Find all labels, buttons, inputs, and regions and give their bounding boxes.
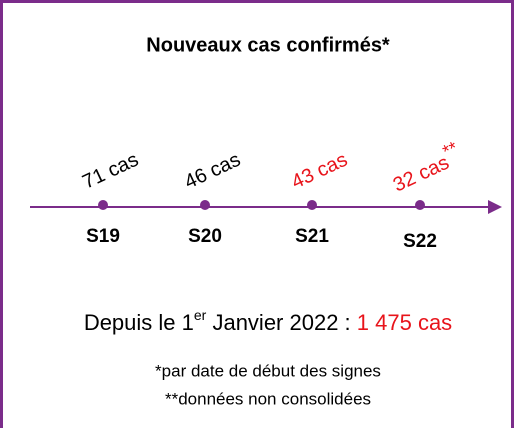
footnote: **données non consolidées (165, 389, 371, 408)
total-value: 1 475 cas (357, 310, 452, 335)
cases-value: 43 cas (288, 149, 351, 194)
total: Depuis le 1er Janvier 2022 : 1 475 cas (84, 307, 452, 335)
title: Nouveaux cas confirmés* (146, 34, 390, 56)
weeks: S19 71 cas S20 46 cas S21 43 cas S22 32 cas** (79, 137, 465, 252)
total-prefix: Depuis le 1 (84, 310, 194, 335)
week-label: S20 (188, 226, 222, 247)
total-sup: er (194, 307, 207, 323)
cases-value: 71 cas (79, 149, 142, 194)
week-cases: 43 cas (288, 149, 351, 194)
week-dot (307, 200, 317, 210)
week-dot (98, 200, 108, 210)
week-label: S21 (295, 226, 329, 247)
week-dot (415, 200, 425, 210)
footnote: *par date de début des signes (155, 361, 381, 380)
week-cases: 71 cas (79, 149, 142, 194)
week-cases: 46 cas (181, 149, 244, 194)
week-dot (200, 200, 210, 210)
total-middle: Janvier 2022 : (206, 310, 356, 335)
arrow-head (488, 200, 502, 214)
week-label: S19 (86, 226, 120, 247)
cases-value: 46 cas (181, 149, 244, 194)
cases-value: 32 cas (390, 152, 453, 197)
week-label: S22 (403, 231, 437, 252)
week-cases: 32 cas** (386, 137, 465, 196)
